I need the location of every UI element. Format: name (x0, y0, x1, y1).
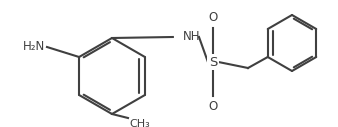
Text: CH₃: CH₃ (130, 119, 150, 127)
Text: O: O (208, 11, 218, 24)
Text: H₂N: H₂N (23, 41, 45, 53)
Text: S: S (209, 55, 217, 68)
Text: NH: NH (183, 30, 200, 44)
Text: O: O (208, 100, 218, 113)
